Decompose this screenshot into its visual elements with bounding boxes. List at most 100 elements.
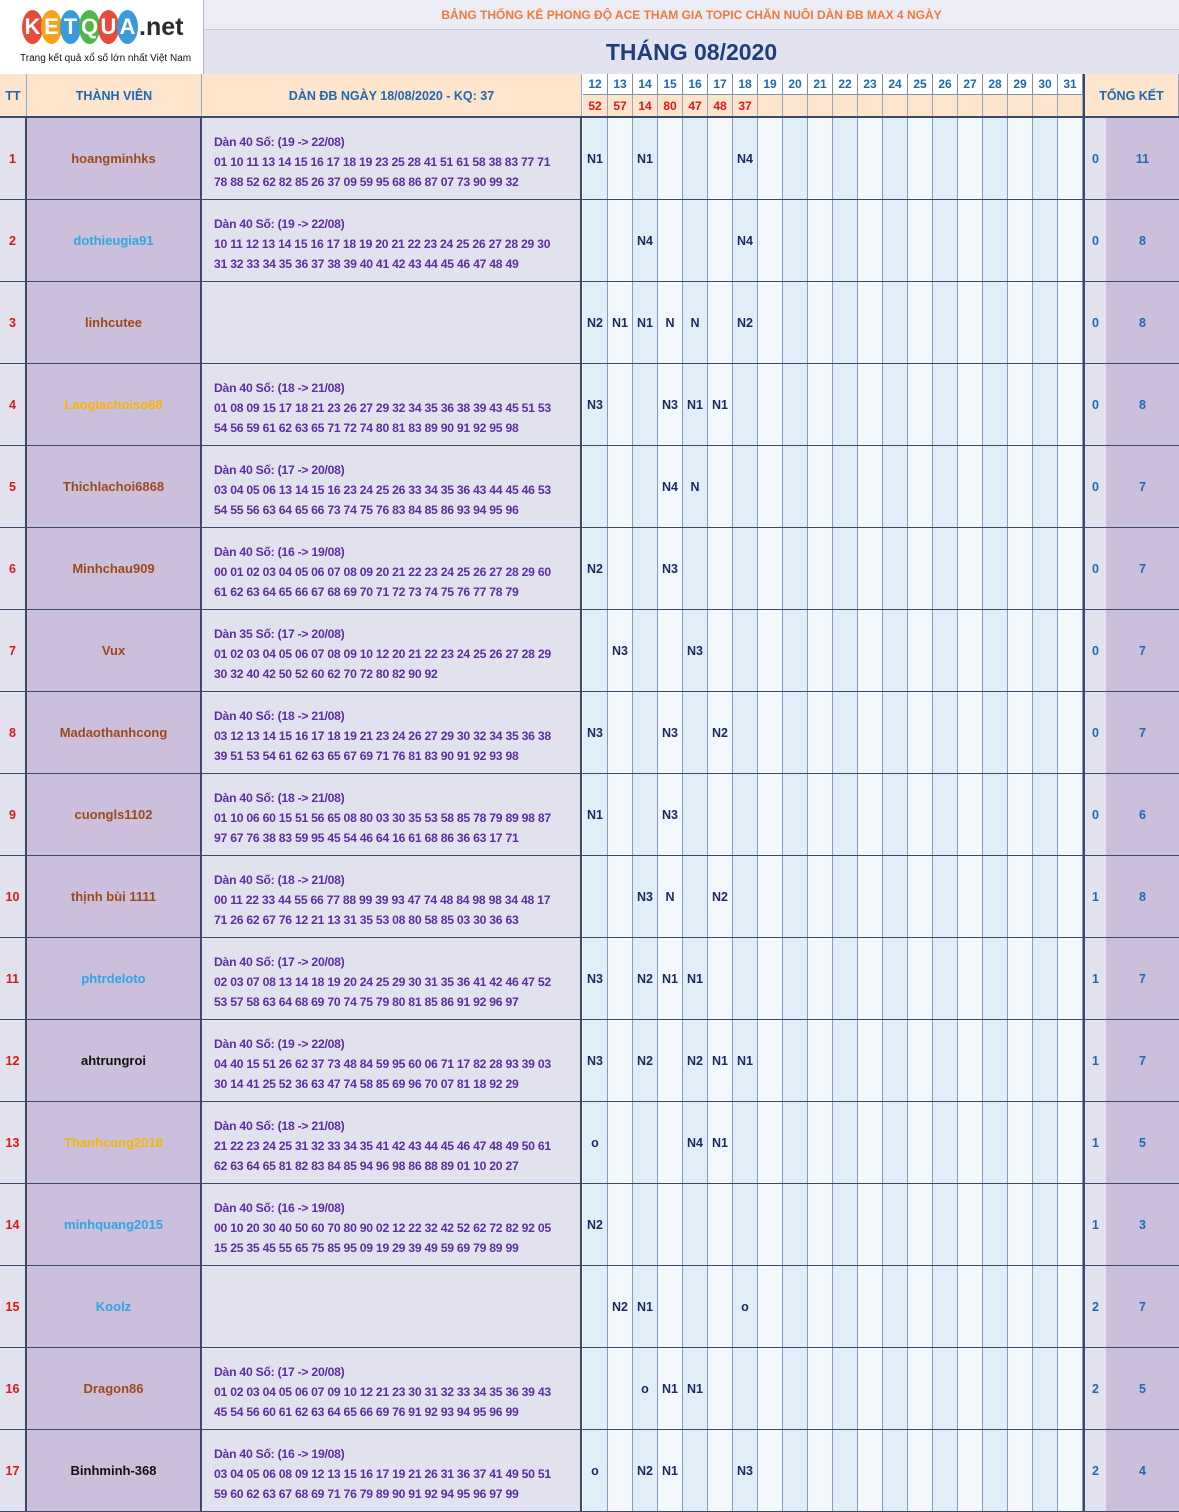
day-cell-16: [683, 528, 708, 609]
logo-letter: U: [98, 10, 119, 44]
day-cell-29: [1008, 1184, 1033, 1265]
day-result-26: [933, 95, 958, 117]
day-cell-16: [683, 1184, 708, 1265]
day-cell-27: [958, 282, 983, 363]
member-name[interactable]: Minhchau909: [27, 528, 202, 609]
day-cell-31: [1058, 1102, 1083, 1183]
day-cell-13: N3: [608, 610, 633, 691]
day-cell-20: [783, 1348, 808, 1429]
number-set: Dàn 40 Số: (19 -> 22/08) 01 10 11 13 14 1…: [202, 118, 582, 199]
miss-count: 1: [1083, 856, 1106, 937]
day-cell-17: N1: [708, 1102, 733, 1183]
day-cell-26: [933, 528, 958, 609]
number-set-line: 54 56 59 61 62 63 65 71 72 74 80 81 83 8…: [214, 421, 519, 435]
member-name[interactable]: Koolz: [27, 1266, 202, 1347]
day-result-15: 80: [658, 95, 683, 117]
day-cell-20: [783, 118, 808, 199]
day-cell-21: [808, 446, 833, 527]
day-result-27: [958, 95, 983, 117]
member-name[interactable]: hoangminhks: [27, 118, 202, 199]
day-cell-15: N: [658, 282, 683, 363]
number-set-title: Dàn 40 Số: (18 -> 21/08): [214, 709, 345, 723]
day-cell-31: [1058, 446, 1083, 527]
day-cell-25: [908, 528, 933, 609]
day-cell-24: [883, 364, 908, 445]
member-row: 3 linhcutee N2 N1 N1 N N N2 0 8: [0, 282, 1179, 364]
day-cell-23: [858, 1184, 883, 1265]
day-cell-16: N1: [683, 1348, 708, 1429]
number-set-line: 59 60 62 63 67 68 69 71 76 79 89 90 91 9…: [214, 1487, 519, 1501]
number-set-line: 97 67 76 38 83 59 95 45 54 46 64 16 61 6…: [214, 831, 519, 845]
miss-count: 2: [1083, 1266, 1106, 1347]
day-cell-18: N4: [733, 200, 758, 281]
day-cell-26: [933, 118, 958, 199]
day-cell-29: [1008, 1102, 1033, 1183]
number-set: Dàn 40 Số: (19 -> 22/08) 10 11 12 13 14 1…: [202, 200, 582, 281]
member-name[interactable]: linhcutee: [27, 282, 202, 363]
day-header-25: 25: [908, 74, 933, 95]
day-cell-27: [958, 610, 983, 691]
number-set-line: 30 14 41 25 52 36 63 47 74 58 85 69 96 7…: [214, 1077, 519, 1091]
day-result-24: [883, 95, 908, 117]
day-cell-19: [758, 1102, 783, 1183]
ketqua-logo[interactable]: K E T Q U A .net Trang kết quả xổ số lớn nhất …: [0, 0, 204, 76]
day-cell-23: [858, 1348, 883, 1429]
number-set: Dàn 40 Số: (17 -> 20/08) 01 02 03 04 05 0…: [202, 1348, 582, 1429]
member-name[interactable]: cuongls1102: [27, 774, 202, 855]
day-cell-19: [758, 1430, 783, 1511]
day-cell-29: [1008, 938, 1033, 1019]
member-name[interactable]: thịnh bùi 1111: [27, 856, 202, 937]
day-cell-15: [658, 1020, 683, 1101]
number-set-title: Dàn 40 Số: (16 -> 19/08): [214, 1447, 345, 1461]
day-cell-12: o: [583, 1430, 608, 1511]
number-set-line: 61 62 63 64 65 66 67 68 69 70 71 72 73 7…: [214, 585, 519, 599]
member-name[interactable]: Thichlachoi6868: [27, 446, 202, 527]
member-name[interactable]: Vux: [27, 610, 202, 691]
total-count: 8: [1106, 282, 1179, 363]
day-cell-25: [908, 856, 933, 937]
day-cell-23: [858, 774, 883, 855]
day-cell-27: [958, 118, 983, 199]
miss-count: 0: [1083, 692, 1106, 773]
day-cell-15: N3: [658, 364, 683, 445]
logo-letter: Q: [79, 10, 100, 44]
member-name[interactable]: Binhminh-368: [27, 1430, 202, 1511]
row-number: 1: [0, 118, 27, 199]
member-name[interactable]: phtrdeloto: [27, 938, 202, 1019]
member-name[interactable]: Madaothanhcong: [27, 692, 202, 773]
day-cell-23: [858, 1102, 883, 1183]
day-cell-13: [608, 1184, 633, 1265]
member-name[interactable]: Laogiachoiso68: [27, 364, 202, 445]
member-name[interactable]: Thanhcong2018: [27, 1102, 202, 1183]
day-cell-25: [908, 200, 933, 281]
member-name[interactable]: minhquang2015: [27, 1184, 202, 1265]
day-cell-27: [958, 200, 983, 281]
member-name[interactable]: dothieugia91: [27, 200, 202, 281]
number-set: Dàn 40 Số: (18 -> 21/08) 00 11 22 33 44 5…: [202, 856, 582, 937]
header-dan: DÀN ĐB NGÀY 18/08/2020 - KQ: 37: [202, 74, 582, 117]
miss-count: 1: [1083, 1020, 1106, 1101]
number-set: Dàn 40 Số: (18 -> 21/08) 01 08 09 15 17 1…: [202, 364, 582, 445]
number-set-line: 71 26 62 67 76 12 21 13 31 35 53 08 80 5…: [214, 913, 519, 927]
header-total: TỔNG KẾT: [1083, 74, 1179, 117]
day-cell-14: [633, 610, 658, 691]
day-cell-13: [608, 1020, 633, 1101]
member-name[interactable]: ahtrungroi: [27, 1020, 202, 1101]
day-cell-13: [608, 528, 633, 609]
day-cell-21: [808, 692, 833, 773]
member-name[interactable]: Dragon86: [27, 1348, 202, 1429]
member-row: 16 Dragon86 Dàn 40 Số: (17 -> 20/08) 01 02 …: [0, 1348, 1179, 1430]
member-row: 10 thịnh bùi 1111 Dàn 40 Số: (18 -> 21/08)…: [0, 856, 1179, 938]
day-cell-26: [933, 446, 958, 527]
member-row: 7 Vux Dàn 35 Số: (17 -> 20/08) 01 02 03 04 …: [0, 610, 1179, 692]
member-row: 14 minhquang2015 Dàn 40 Số: (16 -> 19/08) 0…: [0, 1184, 1179, 1266]
day-result-25: [908, 95, 933, 117]
day-cell-29: [1008, 364, 1033, 445]
number-set-line: 78 88 52 62 82 85 26 37 09 59 95 68 86 8…: [214, 175, 519, 189]
day-cell-28: [983, 938, 1008, 1019]
day-cell-15: N3: [658, 774, 683, 855]
day-header-14: 14: [633, 74, 658, 95]
miss-count: 0: [1083, 528, 1106, 609]
day-cell-22: [833, 446, 858, 527]
day-cell-31: [1058, 610, 1083, 691]
